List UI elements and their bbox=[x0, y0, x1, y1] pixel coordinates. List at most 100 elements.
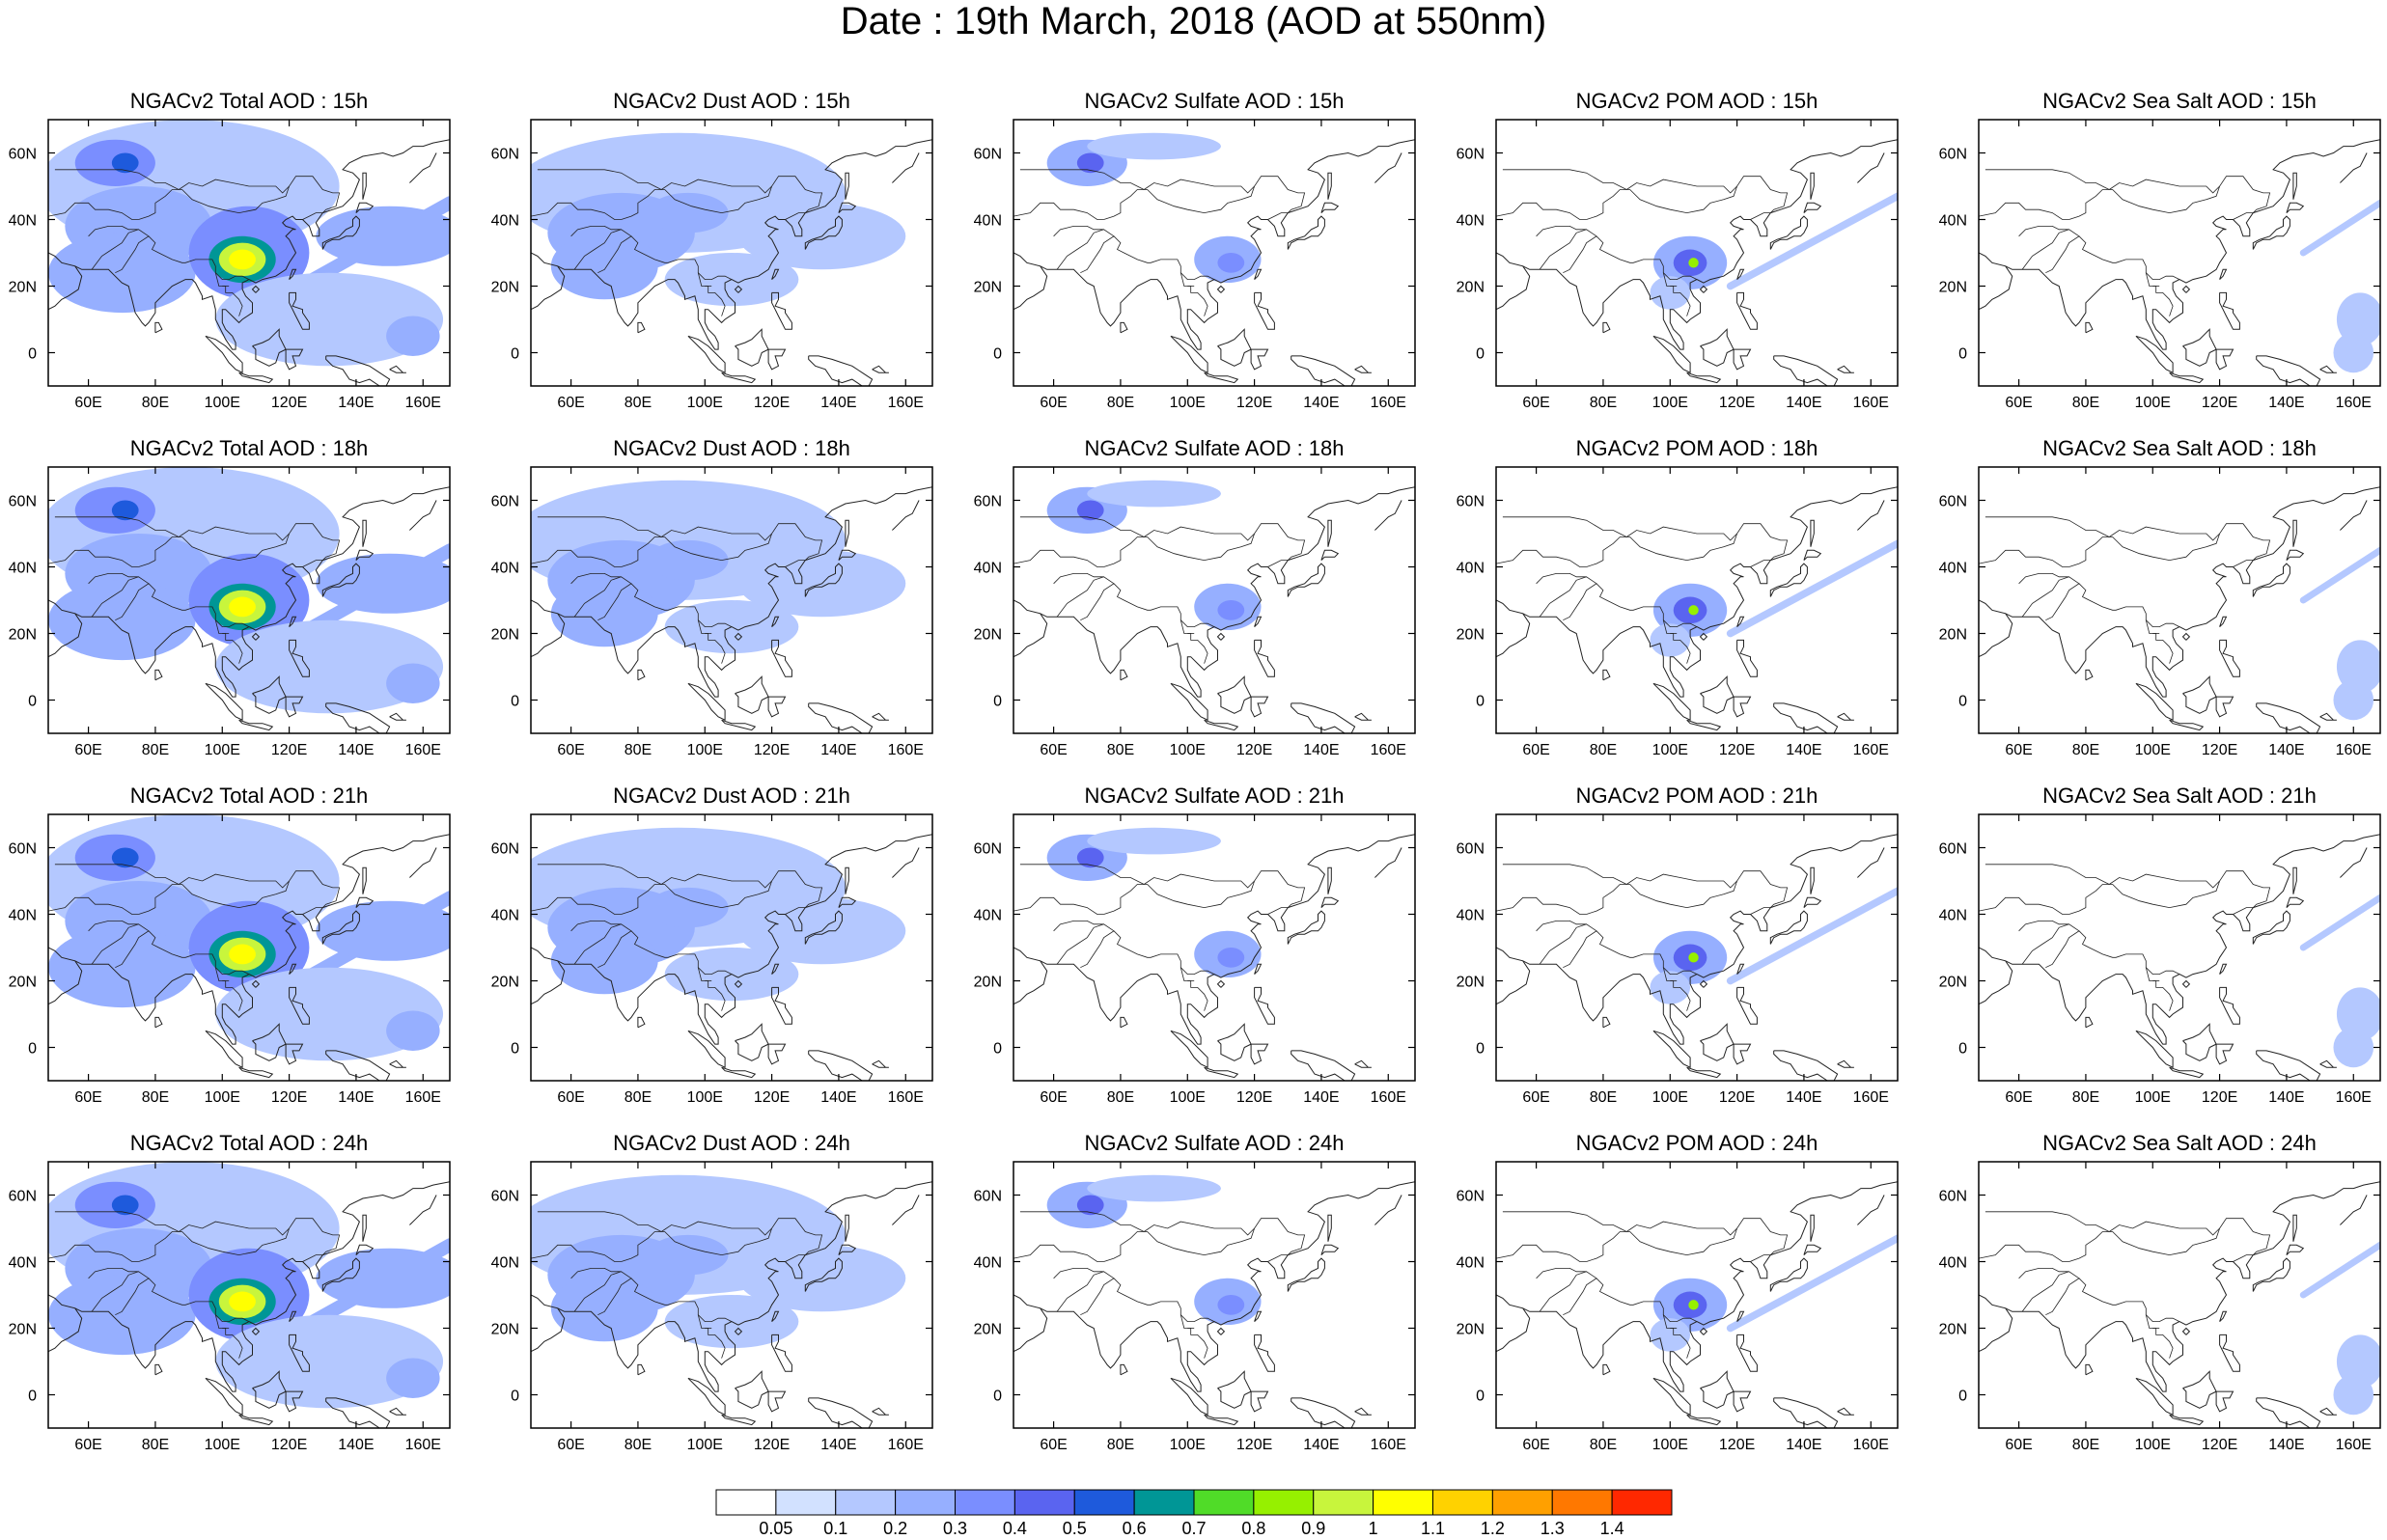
x-tick-label: 80E bbox=[1590, 395, 1617, 411]
coastline bbox=[1040, 1181, 1415, 1392]
country-border bbox=[1180, 272, 1208, 316]
coastline bbox=[1810, 866, 1815, 894]
aod-blob bbox=[316, 900, 450, 961]
coastline bbox=[289, 963, 297, 975]
coastline bbox=[2256, 702, 2321, 733]
map-plot: 60E 80E 100E 120E 140E 160E 60N 40N 20N 0 bbox=[491, 466, 933, 758]
country-border bbox=[1496, 896, 1587, 915]
coastline bbox=[2215, 348, 2234, 371]
country-border bbox=[178, 1221, 290, 1236]
aod-plume-band bbox=[2299, 199, 2380, 257]
country-border bbox=[2068, 1218, 2271, 1262]
coastline bbox=[1686, 371, 1722, 384]
coastline bbox=[637, 321, 646, 334]
coastline bbox=[74, 486, 450, 698]
panel-title: NGACv2 Total AOD : 21h bbox=[129, 784, 369, 808]
country-border bbox=[531, 549, 622, 567]
x-tick-label: 60E bbox=[557, 1089, 584, 1106]
coastline bbox=[2256, 1397, 2321, 1428]
aod-blob bbox=[111, 152, 139, 174]
coastline bbox=[838, 549, 857, 561]
country-border bbox=[1080, 235, 1215, 280]
coastline bbox=[289, 268, 297, 280]
coastline bbox=[808, 1397, 874, 1428]
country-border bbox=[1979, 549, 2069, 567]
y-tick-label: 60N bbox=[9, 841, 37, 858]
x-tick-label: 100E bbox=[687, 395, 723, 411]
coastline bbox=[1773, 702, 1839, 733]
map-frame bbox=[1978, 1161, 2381, 1429]
country-border bbox=[2233, 1254, 2254, 1262]
aod-blob bbox=[1650, 971, 1691, 1004]
country-border bbox=[54, 864, 180, 885]
coastline bbox=[1013, 1294, 1048, 1353]
coastlines bbox=[531, 139, 932, 386]
country-border bbox=[597, 930, 733, 975]
coastline bbox=[1699, 1327, 1708, 1335]
country-border bbox=[697, 619, 726, 664]
map-panel: NGACv2 Total AOD : 18h 60E 80E 100E 120E 140E… bbox=[6, 436, 469, 784]
x-tick-label: 80E bbox=[142, 395, 169, 411]
coastline bbox=[734, 285, 743, 293]
country-border bbox=[115, 1278, 250, 1322]
coastline bbox=[2219, 616, 2228, 627]
coastline bbox=[2182, 1370, 2217, 1409]
colorbar-swatch bbox=[895, 1489, 956, 1516]
panel-title: NGACv2 Sea Salt AOD : 24h bbox=[2042, 1131, 2317, 1155]
map-panel: NGACv2 POM AOD : 18h 60E 80E 100E 120E 140E 16… bbox=[1454, 436, 1917, 784]
coastline bbox=[321, 215, 360, 250]
coastline bbox=[1120, 321, 1128, 334]
country-border bbox=[1013, 549, 1104, 567]
coastline bbox=[1327, 519, 1332, 547]
map-frame bbox=[1495, 813, 1899, 1082]
map-frame bbox=[47, 1161, 451, 1429]
map-panel: NGACv2 Total AOD : 24h 60E 80E 100E 120E 140E… bbox=[6, 1131, 469, 1478]
x-tick-label: 160E bbox=[1371, 1089, 1406, 1106]
coastline bbox=[2340, 1195, 2368, 1225]
coastline bbox=[808, 1050, 874, 1081]
coastlines bbox=[1013, 486, 1415, 733]
country-border bbox=[91, 1271, 139, 1312]
map-plot: 60E 80E 100E 120E 140E 160E 60N 40N 20N 0 bbox=[9, 813, 451, 1106]
country-border bbox=[178, 873, 290, 889]
map-plot: 60E 80E 100E 120E 140E 160E 60N 40N 20N 0 bbox=[974, 1161, 1416, 1453]
coastline bbox=[362, 866, 367, 894]
coastline bbox=[771, 1334, 792, 1372]
coastline bbox=[1496, 599, 1531, 658]
coastline bbox=[1354, 712, 1372, 721]
country-border bbox=[1539, 1271, 1587, 1312]
coastline bbox=[1602, 1016, 1611, 1029]
x-tick-label: 100E bbox=[2135, 1089, 2171, 1106]
country-border bbox=[785, 1254, 806, 1262]
country-border bbox=[1056, 229, 1104, 270]
aod-blob bbox=[215, 619, 444, 714]
aod-field bbox=[1650, 887, 1898, 1004]
coastline bbox=[872, 365, 889, 373]
y-tick-label: 20N bbox=[974, 280, 1002, 296]
coastline bbox=[2005, 1181, 2380, 1392]
x-tick-label: 160E bbox=[2336, 1089, 2372, 1106]
country-border bbox=[1662, 1314, 1691, 1359]
coastline bbox=[2215, 696, 2234, 718]
x-tick-label: 60E bbox=[1522, 1437, 1549, 1453]
coastline bbox=[2292, 1214, 2297, 1242]
x-tick-label: 80E bbox=[625, 395, 652, 411]
colorbar-label: 0.2 bbox=[883, 1519, 907, 1538]
aod-blob bbox=[111, 1195, 139, 1216]
coastline bbox=[1216, 979, 1226, 988]
coastline bbox=[1287, 1257, 1325, 1292]
aod-blob bbox=[111, 500, 139, 521]
country-border bbox=[214, 272, 243, 316]
coastline bbox=[1216, 632, 1226, 641]
coastline bbox=[2286, 202, 2305, 213]
country-border bbox=[1985, 864, 2110, 885]
coastline bbox=[238, 371, 274, 384]
country-border bbox=[54, 516, 180, 537]
panel-title: NGACv2 Dust AOD : 15h bbox=[613, 89, 850, 113]
country-border bbox=[2145, 1314, 2174, 1359]
country-border bbox=[2145, 272, 2174, 316]
aod-blob bbox=[648, 539, 729, 581]
country-border bbox=[1143, 873, 1255, 889]
coastline bbox=[767, 1043, 787, 1065]
x-tick-label: 120E bbox=[271, 395, 307, 411]
